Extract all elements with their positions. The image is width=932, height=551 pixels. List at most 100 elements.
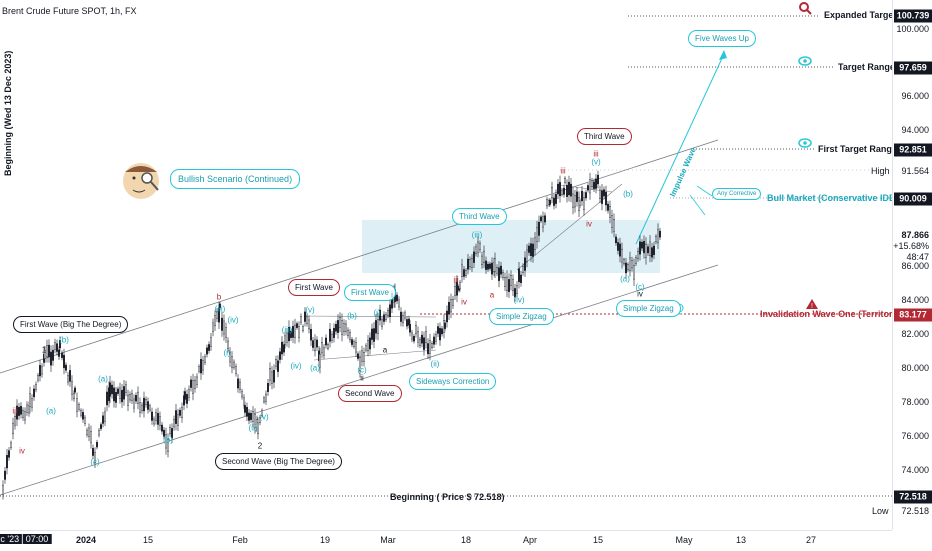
wave-label: (v) <box>591 157 601 167</box>
wave-label: (b) <box>623 189 633 199</box>
wave-label: (a) <box>98 374 108 384</box>
impulse-projection-line <box>635 53 725 245</box>
second-wave-box: Second Wave <box>338 385 402 402</box>
wave-label: 2 <box>257 441 263 451</box>
wave-label: iv <box>637 289 643 299</box>
wave-label: (a) <box>310 363 320 373</box>
beginning-label: Beginning ( Price $ 72.518) <box>390 492 505 502</box>
invalidation-label: Invalidation Wave One (Territory) <box>760 309 901 319</box>
wave-label: i <box>391 290 393 300</box>
wave-label: (iv) <box>290 361 302 371</box>
first-wave-cy-box: First Wave <box>344 284 396 301</box>
wave-label: b <box>216 292 222 302</box>
wave-label: (c) <box>635 282 645 292</box>
symbol-title: Brent Crude Future SPOT, 1h, FX <box>2 6 137 16</box>
simple-zigzag-box-1: Simple Zigzag <box>489 308 554 325</box>
wave-label: (b) <box>163 435 173 445</box>
third-wave-red-box: Third Wave <box>577 128 632 145</box>
first-wave-big-box: First Wave (Big The Degree) <box>13 316 129 333</box>
high-value: 91.564 <box>901 166 929 176</box>
time-axis[interactable]: Dec '23 07:00 2024 15 Feb 19 Mar 18 Apr … <box>0 530 892 551</box>
wave-label: (v) <box>259 412 269 422</box>
first-wave-red-box: First Wave <box>288 279 340 296</box>
eye-icon-2[interactable] <box>798 138 812 148</box>
wave-label: iv <box>461 297 467 307</box>
wave-label: (iv) <box>513 295 525 305</box>
eye-icon[interactable] <box>798 56 812 66</box>
time-label-cursor-date: Dec '23 <box>0 534 23 544</box>
time-label: 18 <box>460 535 472 545</box>
countdown-value: 48:47 <box>906 252 929 262</box>
price-tick: 82.000 <box>901 329 929 339</box>
time-label: 19 <box>319 535 331 545</box>
price-tick: 100.000 <box>896 24 929 34</box>
candlestick-series <box>2 170 661 500</box>
sideways-lower <box>313 349 437 361</box>
third-wave-cy-box: Third Wave <box>452 208 507 225</box>
wave-label: ii <box>360 373 364 383</box>
time-label: 13 <box>735 535 747 545</box>
bullish-scenario-box: Bullish Scenario (Continued) <box>170 169 301 189</box>
wave-label: (i) <box>373 308 381 318</box>
wave-label: (iv) <box>227 315 239 325</box>
wave-label: iii <box>560 166 566 176</box>
current-price-value: 87.866 <box>901 230 929 240</box>
price-chart[interactable]: ! <box>0 0 892 530</box>
high-label: High <box>871 166 890 176</box>
wave-label: iv <box>586 219 592 229</box>
chart-area[interactable]: ! Brent Crude Future SPOT, 1h, FX Beginn… <box>0 0 905 530</box>
time-label: 2024 <box>75 535 97 545</box>
price-tick: 78.000 <box>901 397 929 407</box>
wave-label: (i) <box>223 348 231 358</box>
lower-channel-line <box>0 264 719 496</box>
price-tick: 96.000 <box>901 91 929 101</box>
low-label: Low <box>872 506 889 516</box>
wave-label: iv <box>19 446 25 456</box>
price-tick: 86.000 <box>901 261 929 271</box>
target-zone <box>362 220 660 273</box>
second-wave-big-box: Second Wave (Big The Degree) <box>215 453 342 470</box>
wave-label: iii <box>12 406 18 416</box>
wave-label: (a) <box>620 274 630 284</box>
time-label: Mar <box>380 535 396 545</box>
time-label: 15 <box>592 535 604 545</box>
target-range-label: Target Range <box>838 62 895 72</box>
side-label: Beginning (Wed 13 Dec 2023) <box>3 50 13 176</box>
wave-label: (iii) <box>281 325 293 335</box>
price-tick: 80.000 <box>901 363 929 373</box>
magnifier-icon[interactable] <box>799 2 812 15</box>
bull-market-badge: 90.009 <box>894 192 932 206</box>
time-label: May <box>675 535 693 545</box>
wave-label: (iii) <box>471 230 483 240</box>
invalidation-badge: 83.177 <box>894 308 932 322</box>
simple-zigzag-box-2: Simple Zigzag <box>616 300 681 317</box>
wave-label: a <box>382 345 388 355</box>
sideways-correction-box: Sideways Correction <box>409 373 497 390</box>
price-tick: 76.000 <box>901 431 929 441</box>
price-axis[interactable]: 100.000 96.000 94.000 86.000 84.000 82.0… <box>892 0 932 530</box>
price-tick: 84.000 <box>901 295 929 305</box>
wave-label: iii <box>593 149 599 159</box>
target-range-badge: 97.659 <box>894 61 932 75</box>
bull-market-label: Bull Market (Conservative IDEA) <box>767 193 905 203</box>
expanded-target-label: Expanded Target <box>824 10 897 20</box>
five-waves-up-box: Five Waves Up <box>688 30 756 47</box>
sideways-upper <box>303 315 437 318</box>
wave-label: (iii) <box>214 304 226 314</box>
corrective-zigzag <box>689 194 706 216</box>
time-label: Feb <box>232 535 248 545</box>
time-label-cursor-time: 07:00 <box>22 534 52 544</box>
wave-label: (b) <box>347 311 357 321</box>
first-target-range-label: First Target Range <box>818 144 897 154</box>
low-value: 72.518 <box>901 506 929 516</box>
corrective-zigzag-2 <box>696 185 713 197</box>
time-label: 15 <box>142 535 154 545</box>
change-value: +15.68% <box>893 241 929 251</box>
wave-label: (a) <box>46 406 56 416</box>
time-label: Apr <box>522 535 538 545</box>
expanded-target-badge: 100.739 <box>894 9 932 23</box>
axis-corner <box>892 530 932 550</box>
warning-icon[interactable]: ! <box>806 299 818 310</box>
first-target-badge: 92.851 <box>894 143 932 157</box>
wave-label: 1 <box>41 345 47 355</box>
